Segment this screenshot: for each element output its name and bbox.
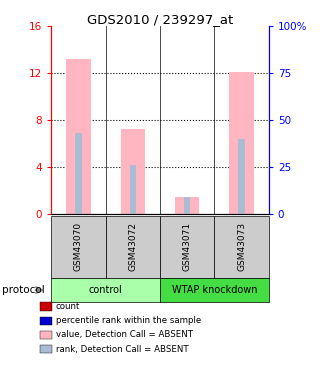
Text: GDS2010 / 239297_at: GDS2010 / 239297_at [87,13,233,26]
Text: percentile rank within the sample: percentile rank within the sample [56,316,201,325]
Text: protocol: protocol [2,285,44,295]
Text: GSM43072: GSM43072 [128,222,137,271]
Bar [175,197,199,214]
Bar [66,59,91,214]
Bar [238,139,245,214]
Bar [75,133,82,214]
Text: control: control [89,285,123,295]
Text: rank, Detection Call = ABSENT: rank, Detection Call = ABSENT [56,345,188,354]
Text: count: count [56,302,80,311]
Text: value, Detection Call = ABSENT: value, Detection Call = ABSENT [56,330,193,339]
Bar [121,129,145,214]
Bar [184,197,190,214]
Text: GSM43071: GSM43071 [183,222,192,271]
Text: WTAP knockdown: WTAP knockdown [172,285,257,295]
Text: GSM43070: GSM43070 [74,222,83,271]
Text: GSM43073: GSM43073 [237,222,246,271]
Bar [130,165,136,214]
Bar [229,72,254,214]
